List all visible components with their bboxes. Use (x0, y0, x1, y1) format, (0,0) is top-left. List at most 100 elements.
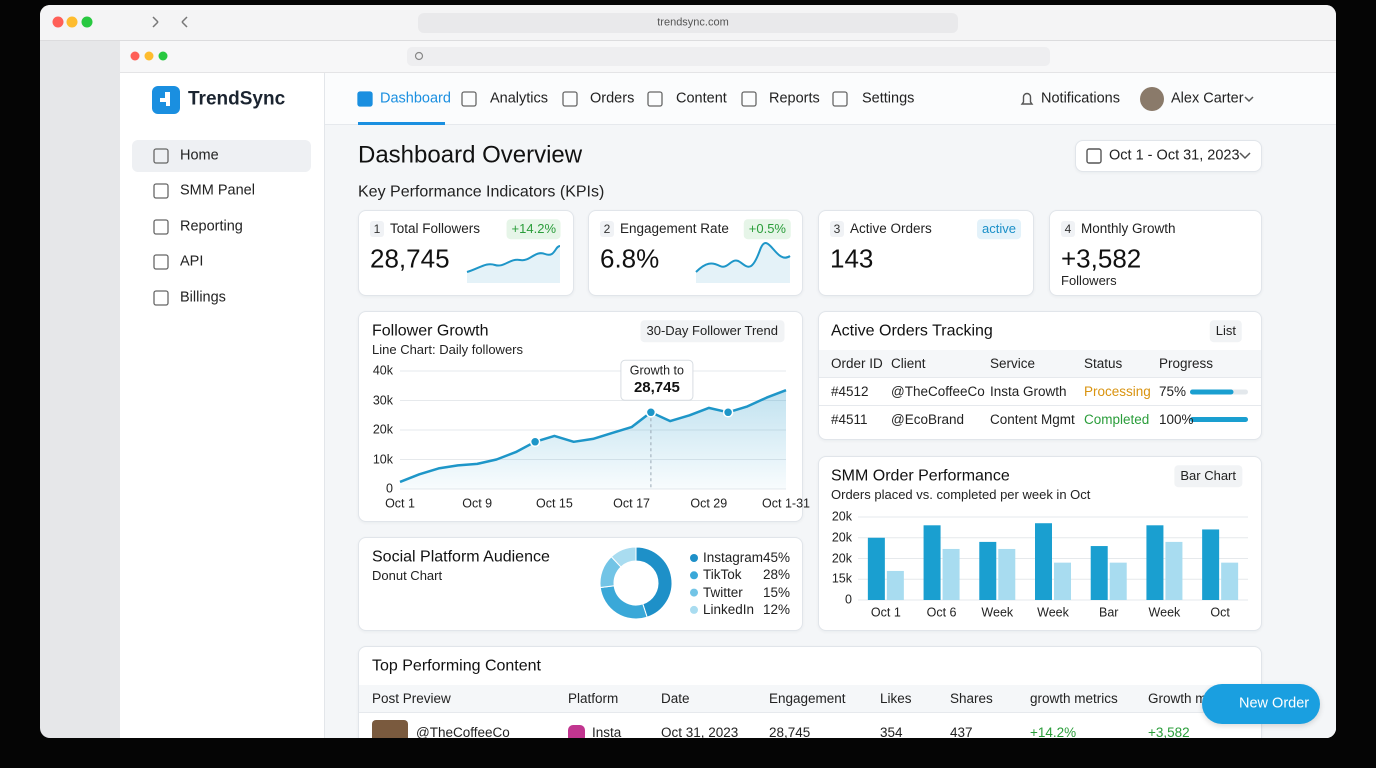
bar (942, 548, 960, 600)
notifications[interactable]: Notifications (1041, 90, 1120, 107)
x-tick-label: Week (1148, 605, 1181, 620)
column-header: Status (1084, 355, 1123, 371)
date-range[interactable]: Oct 1 - Oct 31, 2023 (1109, 147, 1240, 164)
nav-item[interactable]: Settings (862, 90, 915, 107)
row-divider (819, 405, 1261, 406)
nav-icon (562, 91, 578, 107)
sidebar-item[interactable]: Reporting (180, 218, 243, 235)
date-picker[interactable] (1075, 140, 1262, 172)
kpi-index-box (830, 221, 844, 237)
column-header: Date (661, 690, 690, 706)
legend-dot (690, 571, 698, 580)
zoom[interactable] (81, 16, 93, 28)
sidebar-item[interactable]: SMM Panel (180, 182, 255, 199)
instagram-icon (568, 725, 585, 738)
url[interactable]: trendsync.com (657, 16, 729, 29)
bar (1221, 562, 1239, 600)
sparkline (695, 242, 791, 273)
sidebar-icon (153, 254, 169, 270)
user-name[interactable]: Alex Carter (1171, 90, 1244, 107)
card-subtitle: Line Chart: Daily followers (372, 342, 524, 358)
tooltip-value: 28,745 (633, 379, 680, 397)
x-tick-label: Week (981, 605, 1014, 620)
logo-mark (160, 92, 170, 106)
column-header: Shares (950, 690, 993, 706)
kpi-value: 28,745 (370, 243, 450, 274)
legend-value: 12% (762, 601, 790, 617)
table-cell: 354 (880, 724, 903, 738)
sidebar-item[interactable]: API (180, 253, 204, 270)
kpi-value: 6.8% (600, 243, 660, 274)
progress-bar (1190, 389, 1234, 395)
x-tick-label: Oct 1 (385, 496, 415, 511)
button-label[interactable]: New Order (1239, 695, 1310, 712)
card-title: SMM Order Performance (831, 467, 1010, 485)
bar (998, 548, 1016, 600)
table-cell: #4511 (831, 411, 868, 427)
line (399, 389, 787, 484)
card-title: Social Platform Audience (372, 548, 550, 566)
column-header: Engagement (769, 690, 846, 706)
column-header: Likes (880, 690, 912, 706)
bell-icon[interactable] (1020, 92, 1034, 105)
nav-arrows[interactable] (152, 16, 188, 28)
orders-header-row (819, 350, 1261, 378)
table-cell: 28,745 (769, 724, 811, 738)
y-tick-label: 20k (831, 530, 852, 545)
column-header: Progress (1159, 355, 1214, 371)
x-tick-label: Oct 9 (462, 496, 493, 511)
bar (923, 525, 941, 600)
nav-item[interactable]: Orders (590, 90, 635, 107)
chevron (1239, 96, 1254, 160)
zoom[interactable] (158, 51, 168, 61)
table-cell: Completed (1084, 411, 1150, 427)
nav-item[interactable]: Dashboard (380, 90, 451, 107)
bar (1035, 523, 1052, 600)
sidebar-item[interactable]: Home (180, 147, 219, 164)
bar (1054, 562, 1071, 600)
table-cell: Oct 31, 2023 (661, 724, 739, 738)
x-tick-label: Oct 1-31 (762, 496, 810, 511)
card-badge[interactable]: 30-Day Follower Trend (640, 320, 784, 342)
table-cell: Processing (1084, 383, 1151, 399)
tooltip-label: Growth to (629, 363, 684, 378)
kpi-index: 1 (373, 221, 381, 236)
new-order-button[interactable] (1202, 684, 1320, 724)
bar (1090, 546, 1108, 600)
nav-icon (461, 91, 477, 107)
nav-icon (357, 91, 373, 107)
table-cell: 437 (950, 724, 973, 738)
card-badge[interactable]: Bar Chart (1174, 465, 1242, 487)
table-cell: 75% (1159, 383, 1187, 399)
y-tick-label: 10k (372, 452, 393, 466)
legend-value: 28% (762, 567, 790, 583)
minimize[interactable] (66, 16, 78, 28)
avatar[interactable] (1140, 87, 1164, 111)
address-bar[interactable] (418, 13, 958, 33)
sidebar-item[interactable]: Billings (180, 289, 226, 306)
search-bar[interactable] (407, 47, 1050, 66)
minimize[interactable] (144, 51, 154, 61)
nav-item[interactable]: Analytics (490, 90, 549, 107)
donut-slice (610, 546, 637, 568)
kpi-heading: Key Performance Indicators (KPIs) (358, 183, 605, 201)
x-tick-label: Oct 29 (690, 496, 728, 511)
close[interactable] (130, 51, 140, 61)
donut-slice (599, 585, 648, 620)
nav-item[interactable]: Content (676, 90, 727, 107)
kpi-value: 143 (830, 243, 874, 274)
y-tick-label: 15k (831, 571, 852, 586)
table-cell: @TheCoffeeCo (891, 383, 985, 399)
column-header: growth metrics (1030, 690, 1118, 706)
close[interactable] (52, 16, 64, 28)
card-subtitle: Orders placed vs. completed per week in … (831, 487, 1091, 503)
top-nav (325, 73, 1336, 125)
nav-item[interactable]: Reports (769, 90, 820, 107)
card-title: Top Performing Content (372, 657, 541, 675)
kpi-label: Engagement Rate (620, 220, 729, 236)
legend-label: Instagram (703, 549, 764, 565)
point-marker (722, 407, 734, 418)
column-header: Platform (568, 690, 619, 706)
card-badge[interactable]: List (1209, 320, 1242, 342)
